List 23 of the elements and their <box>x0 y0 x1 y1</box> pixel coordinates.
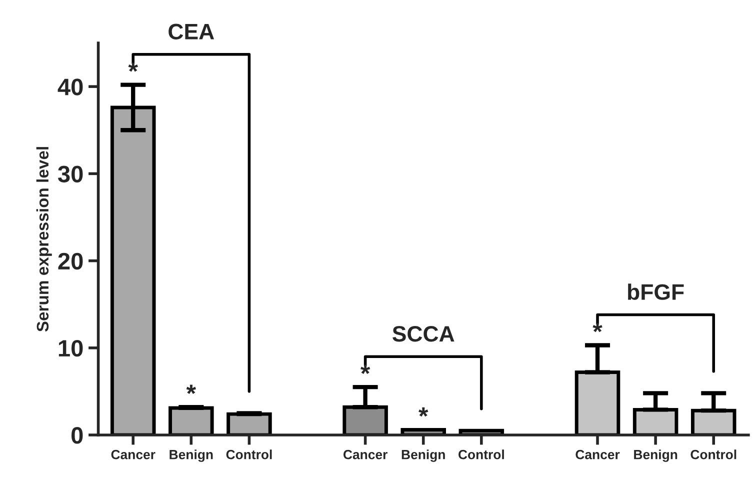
x-tick-label: Cancer <box>111 450 156 460</box>
data-label: * <box>592 322 602 332</box>
data-label: * <box>186 384 196 394</box>
x-tick-label: Cancer <box>343 450 388 460</box>
x-tick-label: Control <box>226 450 272 460</box>
x-tick-label: Control <box>690 450 736 460</box>
y-tick-label: 40 <box>58 78 83 96</box>
data-label: * <box>418 407 428 417</box>
x-tick-label: Benign <box>634 450 678 462</box>
annotation: bFGF <box>628 284 684 300</box>
x-tick-label: Benign <box>402 450 445 462</box>
data-label: * <box>360 364 370 374</box>
text: CEA <box>168 24 214 40</box>
data-label: * <box>128 62 138 72</box>
x-tick-label: Benign <box>170 450 213 462</box>
y-tick-label: 30 <box>58 166 83 182</box>
x-tick-label: Control <box>458 450 504 460</box>
x-tick-label: Cancer <box>576 450 620 460</box>
y-tick-label: 0 <box>72 427 83 444</box>
y-tick-label: 10 <box>58 340 83 357</box>
y-axis-title: Serum expression level <box>36 147 52 332</box>
y-tick-label: 20 <box>58 252 83 270</box>
annotation: SCCA <box>392 326 454 342</box>
